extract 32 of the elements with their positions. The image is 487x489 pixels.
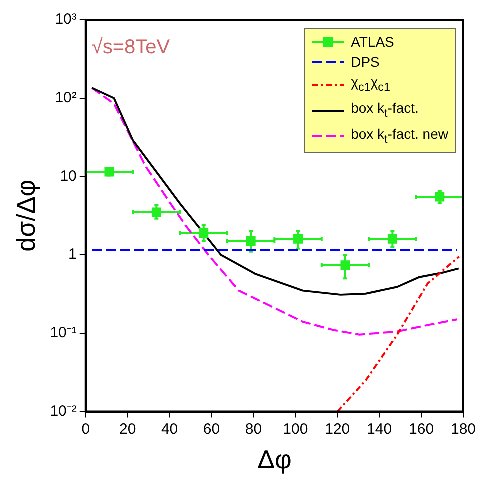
x-tick-label: 0 — [82, 420, 90, 438]
x-tick-label: 80 — [245, 420, 262, 438]
legend-label: box k$_{t}$-fact. new — [351, 124, 448, 148]
x-tick-label: 60 — [203, 420, 220, 438]
x-tick-label: 120 — [325, 420, 350, 438]
x-tick-label: 100 — [283, 420, 308, 438]
x-tick-label: 140 — [367, 420, 392, 438]
legend-label: DPS — [351, 53, 380, 72]
point — [294, 234, 304, 244]
point — [246, 236, 256, 246]
legend-label: box k$_{t}$-fact. — [351, 98, 419, 122]
point — [199, 228, 209, 238]
legend-label: ATLAS — [351, 33, 394, 52]
line-series — [336, 256, 460, 412]
point — [388, 234, 398, 244]
x-axis-title: Δφ — [258, 444, 292, 475]
legend-label: χ$_{c1}$χ$_{c1}$ — [351, 73, 390, 96]
point — [435, 192, 445, 202]
point — [152, 208, 162, 218]
y-tick-label: 10² — [55, 90, 77, 106]
x-tick-label: 40 — [161, 420, 178, 438]
y-tick-label: 10³ — [55, 11, 77, 28]
x-tick-label: 160 — [409, 420, 434, 438]
y-tick-label: 10⁻¹ — [50, 324, 77, 342]
y-tick-label: 1 — [68, 246, 77, 264]
point — [340, 260, 350, 270]
y-tick-label: 10⁻² — [50, 402, 77, 420]
x-tick-label: 20 — [119, 420, 136, 438]
y-axis-title: dσ/Δφ — [10, 180, 41, 252]
y-tick-label: 10 — [60, 168, 77, 185]
annotation: √s=8TeV — [92, 36, 171, 59]
x-tick-label: 180 — [450, 420, 476, 438]
